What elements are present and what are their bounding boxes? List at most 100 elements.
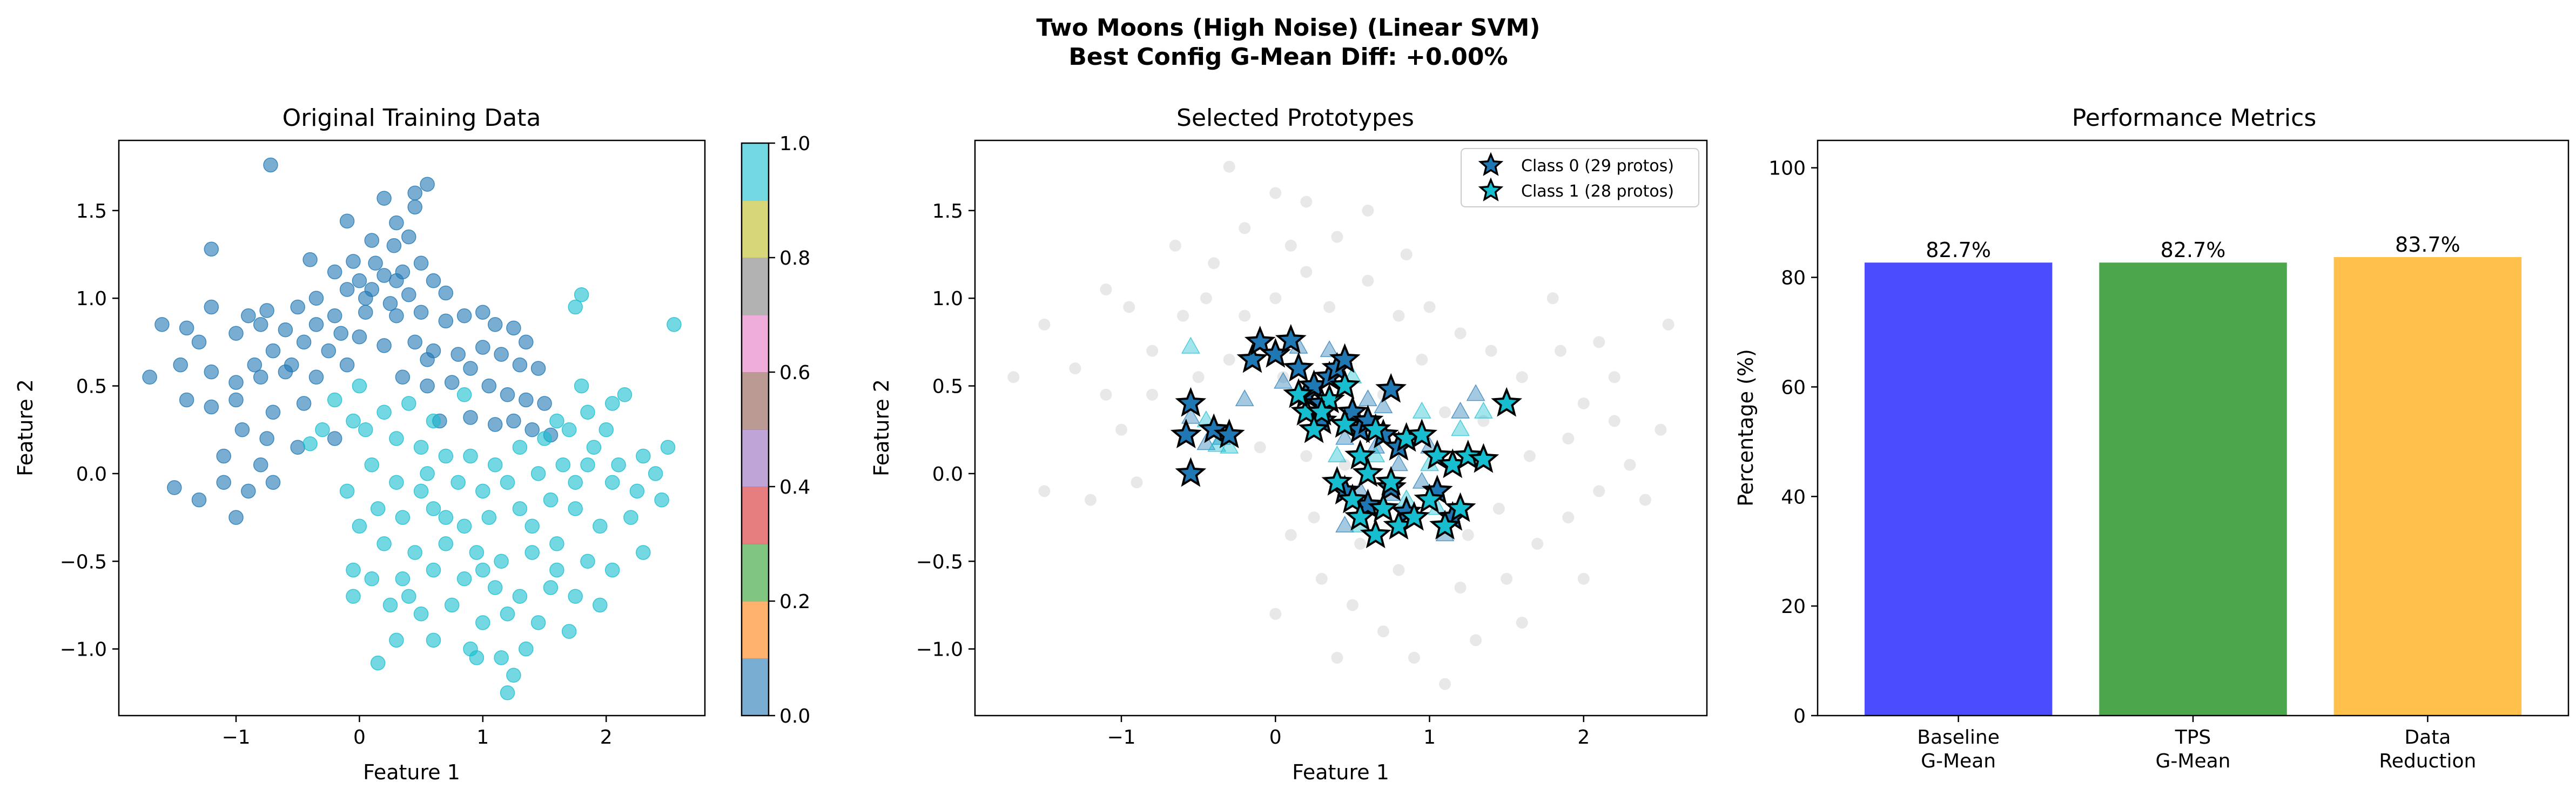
class1-point — [438, 536, 454, 551]
background-point — [1470, 634, 1482, 646]
class0-point — [179, 320, 194, 336]
y-tick-label: −0.5 — [60, 551, 107, 573]
class0-point — [327, 264, 342, 280]
class0-triangle — [1274, 372, 1293, 389]
class1-point — [568, 475, 583, 490]
class1-triangle — [1181, 336, 1200, 354]
class1-prototype-star — [1491, 387, 1522, 417]
class1-point — [604, 396, 620, 411]
background-point — [1177, 309, 1189, 322]
class1-point — [487, 457, 503, 473]
panel2-background-points — [1007, 160, 1674, 690]
class0-point — [346, 254, 361, 269]
class1-point — [407, 545, 422, 560]
colorbar-segment — [742, 658, 769, 716]
class0-triangle — [1389, 454, 1408, 471]
class0-point — [358, 291, 373, 306]
class0-point — [519, 334, 534, 350]
class1-point — [426, 632, 441, 648]
class1-point — [568, 501, 583, 516]
class1-point — [444, 597, 460, 613]
class0-point — [456, 308, 472, 324]
background-point — [1131, 476, 1143, 489]
class1-prototype-star — [1452, 440, 1484, 470]
class1-point — [524, 545, 540, 560]
class1-point — [580, 457, 595, 473]
background-point — [1400, 248, 1413, 261]
legend-label-class0: Class 0 (29 protos) — [1521, 157, 1674, 176]
class0-point — [154, 317, 170, 332]
class0-point — [290, 299, 305, 315]
class0-point — [321, 343, 337, 359]
x-tick-label: 2 — [600, 726, 613, 749]
class1-point — [370, 501, 386, 516]
class1-prototype-star — [1360, 518, 1391, 549]
y-tick-label: 1.0 — [932, 288, 963, 310]
class1-point — [376, 405, 392, 420]
background-point — [1593, 485, 1605, 497]
class1-prototype-star — [1298, 413, 1330, 443]
class0-point — [308, 317, 324, 332]
class1-triangle — [1474, 401, 1493, 419]
class1-point — [500, 606, 515, 622]
bar-value-label: 83.7% — [2395, 233, 2460, 257]
class1-point — [598, 422, 614, 437]
class1-point — [648, 466, 663, 481]
class1-point — [574, 287, 589, 302]
class0-point — [308, 291, 324, 306]
class1-point — [636, 545, 651, 560]
class0-point — [173, 357, 188, 373]
class0-point — [386, 238, 402, 253]
y-tick-label: 0 — [1793, 705, 1806, 727]
bar — [2333, 257, 2522, 716]
background-point — [1608, 371, 1620, 383]
class0-triangle — [1235, 389, 1254, 407]
class0-point — [228, 375, 244, 390]
bar-value-label: 82.7% — [1926, 238, 1991, 262]
class0-point — [376, 268, 392, 283]
class0-point — [407, 185, 422, 201]
background-point — [1146, 345, 1159, 357]
class0-point — [382, 296, 398, 311]
class0-point — [389, 215, 404, 231]
class1-point — [469, 650, 485, 665]
background-point — [1516, 616, 1528, 629]
class1-point — [438, 510, 454, 525]
x-tick-label: 1 — [476, 726, 489, 749]
class0-point — [506, 320, 521, 336]
class1-point — [580, 554, 595, 569]
background-point — [1038, 485, 1051, 497]
class1-point — [604, 475, 620, 490]
class1-point — [604, 562, 620, 578]
class0-point — [494, 347, 509, 362]
class0-point — [191, 492, 207, 508]
x-tick-label: −1 — [221, 726, 250, 749]
background-point — [1223, 160, 1235, 173]
class1-point — [413, 483, 429, 499]
class1-point — [530, 615, 546, 630]
class0-point — [530, 361, 546, 376]
panel3-bars: 82.7% 82.7% 83.7% — [1864, 233, 2522, 716]
background-point — [1100, 388, 1112, 401]
category-label: G-Mean — [1921, 750, 1996, 772]
panel1-y-axis-label: Feature 2 — [14, 379, 37, 476]
class0-triangle — [1335, 428, 1355, 445]
background-point — [1555, 345, 1566, 357]
class0-point — [228, 392, 244, 408]
class0-prototype-star — [1275, 324, 1307, 354]
class1-prototype-star — [1337, 483, 1368, 514]
class0-prototype-star — [1198, 413, 1229, 443]
background-point — [1346, 599, 1358, 611]
class0-point — [234, 422, 250, 437]
class1-point — [315, 422, 330, 437]
class0-point — [253, 369, 268, 385]
class0-point — [241, 308, 256, 324]
background-point — [1639, 494, 1651, 506]
class0-point — [420, 177, 435, 192]
class1-prototype-star — [1344, 501, 1376, 531]
background-point — [1331, 231, 1343, 243]
class1-point — [555, 457, 571, 473]
colorbar-segment — [742, 544, 769, 602]
y-tick-label: −1.0 — [60, 639, 107, 661]
class1-point — [346, 589, 361, 604]
